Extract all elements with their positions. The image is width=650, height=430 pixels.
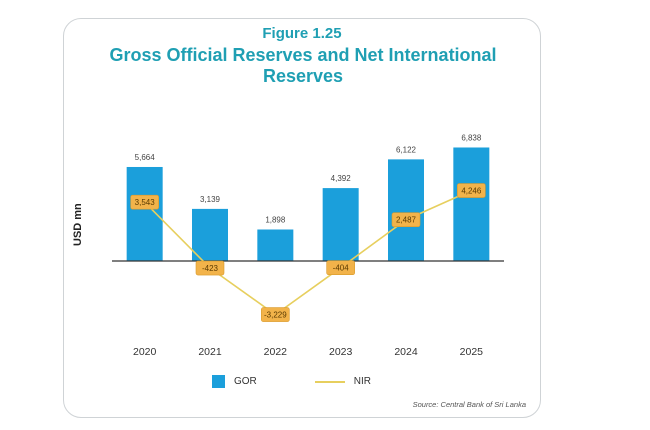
chart-card: Figure 1.25 Gross Official Reserves and … (63, 18, 541, 418)
gor-bar-2024 (388, 159, 424, 261)
gor-bar-2021 (192, 208, 228, 261)
nir-value-label-2025: 4,246 (461, 187, 482, 196)
nir-label-box-2022 (261, 307, 290, 322)
nir-label-box-2023 (326, 260, 355, 276)
x-tick-label-2021: 2021 (198, 346, 222, 358)
gor-bar-2022 (257, 229, 294, 261)
plot-area: 5,664 3,139 1,898 4,392 6,122 6,838 3,543 -423 -… (112, 133, 504, 358)
nir-label-box-2021 (195, 260, 225, 276)
nir-value-label-2023: -404 (333, 264, 350, 273)
nir-value-label-2022: -3,229 (264, 311, 287, 320)
gor-value-label-2023: 4,392 (331, 174, 352, 183)
legend-gor-label: GOR (234, 376, 257, 387)
nir-label-box-2025 (457, 183, 486, 198)
source-note: Source: Central Bank of Sri Lanka (412, 400, 526, 409)
figure-label: Figure 1.25 (262, 25, 342, 42)
gor-bar-2025 (453, 147, 490, 261)
x-tick-label-2024: 2024 (394, 346, 418, 358)
chart-title: Gross Official Reserves and Net Internat… (109, 45, 497, 86)
gor-bar-2023 (322, 188, 359, 261)
x-tick-label-2022: 2022 (264, 346, 288, 358)
nir-value-label-2021: -423 (202, 264, 219, 273)
gor-value-label-2022: 1,898 (265, 215, 286, 224)
x-tick-label-2025: 2025 (460, 346, 484, 358)
nir-label-box-2024 (391, 212, 421, 228)
gor-value-label-2025: 6,838 (461, 133, 482, 142)
nir-value-label-2024: 2,487 (396, 216, 417, 225)
legend-nir-swatch (314, 380, 345, 383)
gor-value-label-2020: 5,664 (135, 153, 156, 162)
gor-value-label-2024: 6,122 (396, 145, 417, 154)
x-tick-label-2023: 2023 (329, 346, 353, 358)
x-tick-label-2020: 2020 (133, 346, 157, 358)
nir-value-label-2020: 3,543 (135, 198, 156, 207)
legend-gor-swatch (212, 375, 225, 388)
gor-value-label-2021: 3,139 (200, 195, 221, 204)
legend-nir-label: NIR (353, 376, 372, 387)
legend: GOR NIR (212, 375, 371, 388)
nir-label-box-2020 (130, 194, 159, 210)
